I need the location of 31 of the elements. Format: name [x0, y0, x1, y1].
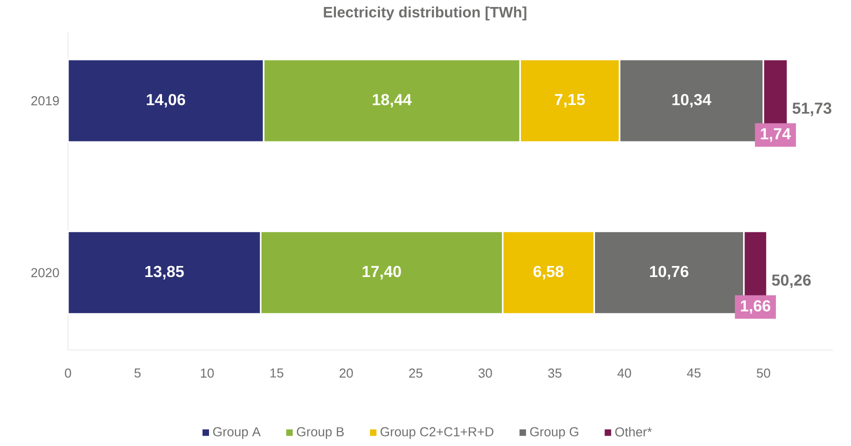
x-tick-label: 10 [200, 368, 214, 378]
data-label: 10,34 [672, 94, 712, 108]
x-tick-label: 5 [134, 368, 141, 378]
y-tick-label: 2020 [31, 268, 59, 278]
data-label: 1,66 [740, 300, 770, 314]
legend-label: Group A [213, 427, 261, 439]
x-tick-label: 30 [478, 368, 492, 378]
data-label: 7,15 [554, 94, 585, 108]
legend-label: Group C2+C1+R+D [380, 427, 494, 439]
x-tick-label: 20 [340, 368, 353, 378]
legend-label: Group G [530, 427, 578, 439]
data-label: 14,06 [146, 94, 186, 108]
x-tick-label: 0 [64, 368, 72, 378]
total-label: 51,73 [792, 102, 832, 116]
x-tick-label: 25 [409, 368, 422, 378]
data-label: 18,44 [372, 94, 412, 108]
data-label: 13,85 [145, 266, 184, 280]
x-tick-label: 45 [687, 368, 701, 378]
x-tick-label: 35 [548, 368, 562, 378]
data-label: 6,58 [533, 266, 564, 280]
x-tick-label: 40 [617, 368, 632, 378]
data-label: 1,74 [760, 128, 791, 142]
x-tick-label: 50 [756, 368, 770, 378]
x-tick-label: 15 [270, 368, 284, 378]
legend-label: Group B [296, 427, 344, 439]
legend-label: Other* [615, 427, 652, 437]
y-tick-label: 2019 [31, 96, 59, 106]
total-label: 50,26 [772, 274, 811, 288]
data-label: 10,76 [650, 266, 688, 280]
chart-title: Electricity distribution [TWh] [324, 6, 526, 20]
data-label: 17,40 [362, 266, 401, 280]
